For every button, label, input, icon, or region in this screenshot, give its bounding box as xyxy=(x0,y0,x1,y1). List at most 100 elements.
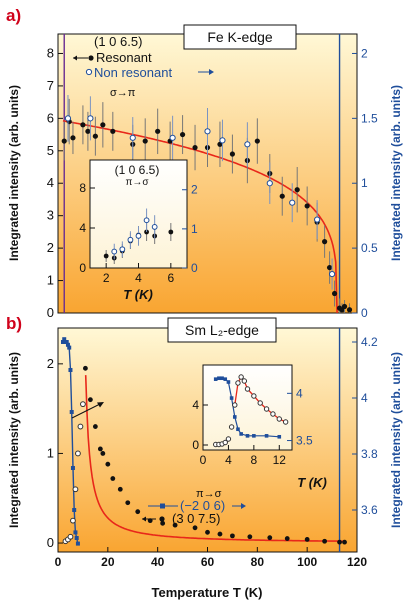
data-point xyxy=(74,536,79,540)
data-point xyxy=(125,500,131,506)
panel-a-title-box: Fe K-edge xyxy=(183,24,297,50)
panel-a-y2label: Integrated intensity (arb. units) xyxy=(389,85,403,261)
data-point xyxy=(111,248,118,255)
panel-a-title: Fe K-edge xyxy=(207,29,273,45)
legend-black-marker xyxy=(142,516,165,522)
data-point xyxy=(314,216,321,223)
data-point xyxy=(105,461,111,467)
data-point xyxy=(245,434,250,438)
panel-b-fit-curve xyxy=(84,375,345,542)
y-tick-label: 4.2 xyxy=(361,335,378,349)
data-point xyxy=(168,229,174,235)
data-point xyxy=(179,131,186,138)
y-tick-label: 4 xyxy=(192,398,199,412)
data-point xyxy=(304,537,310,542)
data-point xyxy=(67,533,74,540)
data-point xyxy=(244,386,251,392)
y-tick-label: 0 xyxy=(361,306,368,320)
y-tick-label: 1 xyxy=(47,445,54,460)
panel-a-right-axis: 0 0.5 1 1.5 2 xyxy=(352,46,378,320)
data-point xyxy=(223,377,228,381)
y-tick-label: 3.5 xyxy=(296,434,313,448)
data-point xyxy=(266,180,273,187)
y-tick-label: 2 xyxy=(47,240,54,255)
data-point xyxy=(119,246,126,253)
inset-a-title: (1 0 6.5) xyxy=(115,163,160,177)
data-point xyxy=(169,134,176,141)
data-point xyxy=(247,534,253,540)
data-point xyxy=(225,436,232,442)
data-point xyxy=(239,432,243,436)
panel-b-y2label: Integrated intensity (arb. units) xyxy=(389,352,403,528)
inset-a-points xyxy=(103,208,174,264)
data-point xyxy=(69,410,74,414)
data-point xyxy=(92,133,98,139)
data-point xyxy=(213,377,218,381)
y-tick-label: 4 xyxy=(79,221,86,235)
y-tick-label: 0 xyxy=(191,261,198,275)
data-point xyxy=(87,115,94,122)
x-tick-label: 2 xyxy=(103,271,110,285)
data-point xyxy=(73,530,78,535)
data-point xyxy=(75,450,81,457)
data-point xyxy=(264,434,269,438)
y-tick-label: 1.5 xyxy=(361,111,378,125)
data-point xyxy=(342,539,347,545)
data-point xyxy=(294,187,300,193)
data-point xyxy=(276,416,282,422)
data-point xyxy=(68,368,73,372)
data-point xyxy=(64,115,72,122)
x-tick-label: 8 xyxy=(251,453,258,467)
data-point xyxy=(235,380,241,386)
data-point xyxy=(230,533,235,539)
x-tick-label: 0 xyxy=(200,453,207,467)
data-point xyxy=(85,128,91,134)
data-point xyxy=(341,303,348,310)
y-tick-label: 1 xyxy=(361,176,368,190)
data-point xyxy=(226,380,231,384)
legend-black-series: (3 0 7.5) xyxy=(172,511,220,526)
panel-a-ylabel: Integrated intensity (arb. units) xyxy=(7,85,21,261)
data-point xyxy=(62,337,67,342)
data-point xyxy=(192,144,198,151)
panel-b-label: b) xyxy=(6,314,22,333)
inset-b-axes: 0 4 3.5 4 0 4 8 12 xyxy=(192,386,313,467)
x-tick-label: 20 xyxy=(101,555,115,569)
y-tick-label: 2 xyxy=(191,183,198,197)
data-point xyxy=(117,486,123,492)
x-tick-label: 80 xyxy=(251,555,265,569)
data-point xyxy=(60,340,65,344)
data-point xyxy=(142,138,148,144)
y-tick-label: 2 xyxy=(47,356,54,371)
data-point xyxy=(110,128,116,134)
inset-a-axes: 0 4 8 0 1 2 2 4 6 xyxy=(79,181,198,285)
panel-a-left-axis: 0 1 2 3 4 5 6 7 8 xyxy=(47,45,63,320)
data-point xyxy=(83,365,88,371)
data-point xyxy=(143,217,150,224)
data-point xyxy=(282,419,289,425)
y-tick-label: 8 xyxy=(47,45,54,60)
data-point xyxy=(155,128,161,134)
data-point xyxy=(110,476,116,481)
data-point xyxy=(127,236,134,243)
legend-polarization: σ→π xyxy=(110,87,136,99)
legend-nonresonant: Non resonant xyxy=(94,65,172,80)
data-point xyxy=(80,122,86,128)
legend-blue-series: (−2 0 6) xyxy=(180,498,225,513)
inset-a-xlabel: T (K) xyxy=(123,287,153,302)
data-point xyxy=(103,253,109,259)
data-point xyxy=(232,402,238,408)
x-tick-label: 4 xyxy=(135,271,142,285)
panel-a-inset: 0 4 8 0 1 2 2 4 6 (1 0 6.5) π→σ T (K) xyxy=(79,159,198,302)
data-point xyxy=(70,466,75,470)
data-point xyxy=(151,224,158,230)
legend-reflection: (1 0 6.5) xyxy=(94,34,142,49)
data-point xyxy=(229,151,236,157)
data-point xyxy=(80,401,86,408)
data-point xyxy=(346,307,353,313)
legend-resonant-arrow xyxy=(73,55,94,61)
data-point xyxy=(77,423,84,430)
data-point xyxy=(217,376,221,381)
data-point xyxy=(254,138,260,144)
panel-b-inset: 0 4 3.5 4 0 4 8 12 T (K) xyxy=(192,364,327,490)
